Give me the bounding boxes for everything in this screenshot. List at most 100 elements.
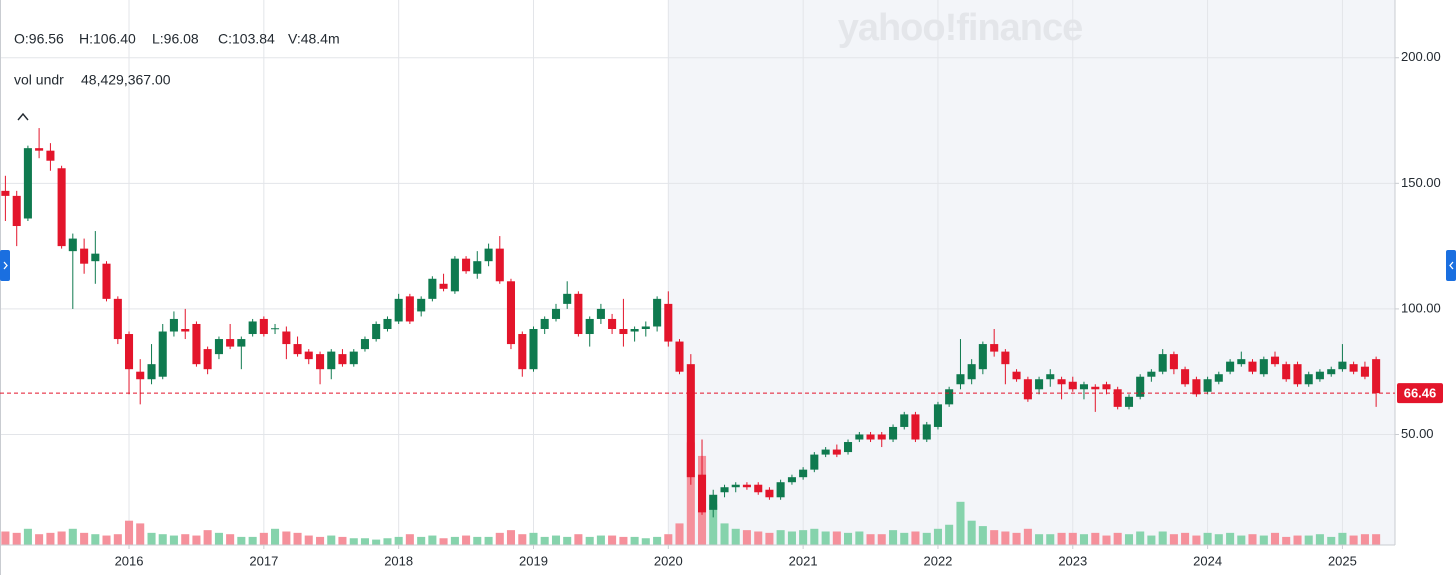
volume-bar (1113, 532, 1122, 545)
candle-body (1113, 389, 1122, 407)
candle-body (529, 329, 538, 370)
volume-bar (832, 531, 841, 545)
candle-body (1079, 384, 1088, 390)
last-price: 66.46 (0, 383, 1443, 404)
volume-bar (506, 530, 516, 545)
collapse-icon[interactable] (17, 112, 29, 121)
volume-bar (1226, 532, 1235, 545)
volume-bar (282, 531, 291, 545)
left-panel-tab[interactable] (0, 250, 10, 281)
candle-body (1360, 366, 1369, 377)
candle-body (1203, 379, 1212, 392)
volume-bar (383, 538, 392, 545)
candle-body (1012, 371, 1021, 380)
candle-body (259, 318, 268, 335)
candle-body (709, 494, 718, 510)
volume-bar (113, 534, 122, 545)
volume-bars (1, 442, 1381, 545)
candle-body (1304, 374, 1313, 385)
last-price-label: 66.46 (1404, 386, 1437, 401)
ohlc-volume: V:48.4m (288, 31, 340, 47)
y-tick-label: 50.00 (1401, 426, 1434, 441)
candle-body (360, 339, 369, 350)
volume-bar (316, 536, 325, 545)
volume-bar (1, 531, 10, 545)
volume-bar (1338, 532, 1347, 545)
candle-body (956, 374, 965, 385)
volume-bar (720, 523, 729, 545)
volume-bar (1102, 535, 1111, 545)
candle-body (473, 261, 482, 274)
volume-bar (1057, 532, 1066, 545)
volume-bar (945, 524, 954, 545)
volume-bar (889, 530, 898, 545)
candle-body (1158, 354, 1167, 372)
candle-body (102, 263, 111, 299)
candle-body (237, 339, 246, 347)
candle-body (271, 328, 280, 330)
candle-body (192, 323, 201, 365)
candle-body (619, 329, 628, 335)
left-tab-arrow (3, 261, 8, 270)
candle-body (877, 434, 886, 440)
candle-body (12, 195, 21, 227)
volume-bar (821, 531, 830, 545)
volume-bar (653, 536, 662, 545)
volume-bar (35, 534, 44, 545)
volume-bar (46, 532, 55, 545)
volume-bar (405, 534, 414, 545)
volume-bar (1169, 534, 1178, 545)
volume-bar (428, 535, 437, 545)
candle-body (1057, 379, 1066, 385)
volume-bar (1192, 535, 1201, 545)
volume-bar (1372, 534, 1381, 545)
volume-bar (12, 532, 21, 545)
candle-body (1147, 371, 1156, 377)
x-tick-label: 2018 (384, 553, 413, 568)
candle-body (787, 477, 796, 483)
candle-body (922, 424, 931, 440)
volume-bar (900, 532, 909, 545)
volume-bar (57, 531, 66, 545)
volume-bar (787, 531, 796, 545)
candle-body (596, 308, 605, 319)
volume-bar (1214, 534, 1223, 545)
volume-bar (462, 535, 471, 545)
volume-bar (338, 536, 347, 545)
volume-bar (1068, 532, 1077, 545)
candle-body (653, 298, 662, 327)
ohlc-close: C:103.84 (218, 31, 275, 47)
candle-body (405, 296, 414, 322)
volume-bar (1293, 535, 1302, 545)
candle-body (900, 414, 909, 427)
candle-body (1282, 364, 1291, 380)
volume-bar (608, 535, 617, 545)
volume-bar (1360, 534, 1369, 545)
candle-body (855, 434, 864, 440)
volume-bar (1237, 535, 1246, 545)
candle-body (776, 482, 785, 498)
right-panel-tab[interactable] (1446, 250, 1456, 281)
candle-body (585, 318, 594, 335)
volume-bar (147, 532, 156, 545)
candle-body (113, 298, 122, 340)
volume-bar (450, 536, 459, 545)
candle-body (563, 293, 572, 304)
volume-bar (754, 531, 763, 545)
volume-bar (293, 532, 302, 545)
volume-bar (596, 535, 605, 545)
candle-body (866, 434, 875, 440)
candle-body (124, 334, 134, 370)
volume-bar (630, 536, 639, 545)
candle-body (1226, 361, 1235, 372)
volume-bar (91, 534, 100, 545)
volume-bar (1001, 531, 1010, 545)
volume-bar (585, 536, 594, 545)
candle-body (821, 449, 830, 455)
candle-body (1248, 361, 1257, 372)
candle-body (1315, 371, 1324, 380)
candle-body (990, 344, 999, 352)
candle-body (1, 190, 10, 196)
volume-bar (1270, 532, 1280, 545)
volume-bar (922, 532, 931, 545)
